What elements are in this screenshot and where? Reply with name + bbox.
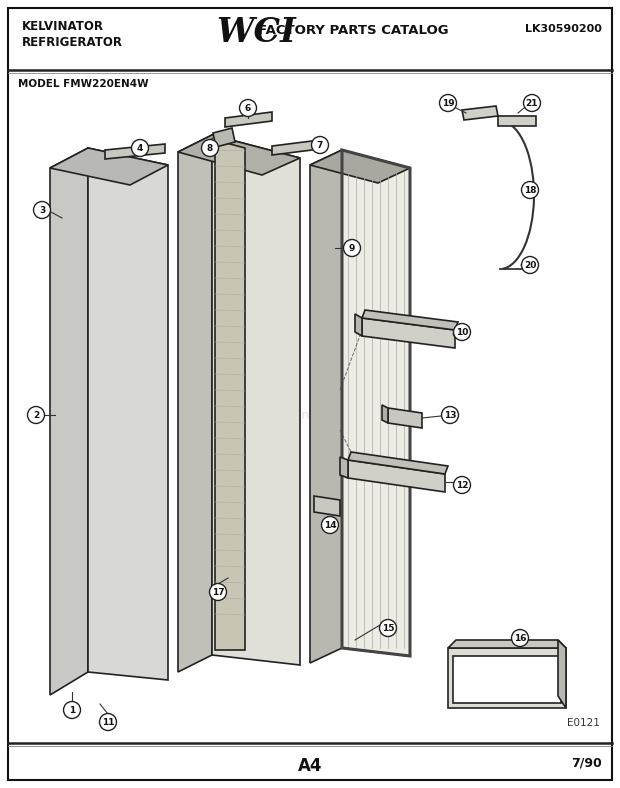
Polygon shape: [362, 318, 455, 348]
Text: REFRIGERATOR: REFRIGERATOR: [22, 36, 123, 49]
Polygon shape: [50, 148, 88, 695]
Polygon shape: [448, 640, 566, 648]
Polygon shape: [558, 640, 566, 708]
Text: 16: 16: [514, 634, 526, 643]
Polygon shape: [213, 128, 235, 147]
Text: 6: 6: [245, 104, 251, 113]
Circle shape: [440, 95, 456, 111]
Text: E0121: E0121: [567, 718, 600, 728]
Polygon shape: [212, 135, 300, 665]
Polygon shape: [355, 314, 362, 336]
Circle shape: [27, 407, 45, 423]
Circle shape: [512, 630, 528, 646]
Text: 1: 1: [69, 706, 75, 715]
Text: 20: 20: [524, 261, 536, 270]
Polygon shape: [340, 457, 348, 478]
Text: 12: 12: [456, 481, 468, 490]
Circle shape: [202, 139, 218, 157]
Text: WCI: WCI: [216, 16, 296, 49]
Text: 7/90: 7/90: [571, 757, 602, 770]
Polygon shape: [50, 148, 168, 185]
Text: 18: 18: [524, 186, 536, 195]
Circle shape: [131, 139, 149, 157]
Text: MODEL FMW220EN4W: MODEL FMW220EN4W: [18, 79, 149, 89]
Text: KELVINATOR: KELVINATOR: [22, 20, 104, 33]
Text: FACTORY PARTS CATALOG: FACTORY PARTS CATALOG: [258, 24, 449, 37]
Circle shape: [63, 701, 81, 719]
Text: 19: 19: [441, 99, 454, 108]
Polygon shape: [448, 648, 566, 708]
Polygon shape: [462, 106, 498, 120]
Polygon shape: [498, 116, 536, 126]
Text: 11: 11: [102, 718, 114, 727]
Text: 21: 21: [526, 99, 538, 108]
Polygon shape: [310, 150, 410, 183]
Circle shape: [379, 619, 397, 637]
Polygon shape: [342, 150, 410, 656]
Polygon shape: [225, 112, 272, 127]
Circle shape: [311, 136, 329, 154]
Text: 3: 3: [39, 206, 45, 215]
Text: 2: 2: [33, 411, 39, 420]
Polygon shape: [272, 140, 320, 155]
Polygon shape: [453, 656, 561, 703]
Circle shape: [453, 477, 471, 493]
Circle shape: [343, 240, 360, 257]
Circle shape: [99, 713, 117, 730]
Circle shape: [322, 516, 339, 533]
Polygon shape: [310, 150, 342, 663]
Polygon shape: [314, 496, 340, 516]
Polygon shape: [88, 148, 168, 680]
Text: LK30590200: LK30590200: [525, 24, 602, 34]
Text: 7: 7: [317, 141, 323, 150]
Polygon shape: [362, 310, 458, 330]
Text: 15: 15: [382, 624, 394, 633]
Text: A4: A4: [298, 757, 322, 775]
Circle shape: [441, 407, 459, 423]
Circle shape: [521, 257, 539, 273]
Text: 9: 9: [349, 244, 355, 253]
Polygon shape: [348, 452, 448, 474]
Polygon shape: [178, 135, 212, 672]
Text: 4: 4: [137, 144, 143, 153]
Polygon shape: [388, 408, 422, 428]
Text: 14: 14: [324, 521, 336, 530]
Polygon shape: [348, 460, 445, 492]
Polygon shape: [382, 405, 388, 423]
Circle shape: [210, 583, 226, 600]
Circle shape: [33, 202, 50, 218]
Text: 13: 13: [444, 411, 456, 420]
Polygon shape: [105, 144, 165, 159]
Text: eReplacementParts.com: eReplacementParts.com: [224, 408, 376, 422]
Polygon shape: [215, 140, 245, 650]
Text: 17: 17: [211, 588, 224, 597]
Circle shape: [453, 324, 471, 340]
Polygon shape: [178, 135, 300, 175]
Text: 8: 8: [207, 144, 213, 153]
Text: 10: 10: [456, 328, 468, 337]
Circle shape: [521, 181, 539, 199]
Circle shape: [239, 99, 257, 117]
Circle shape: [523, 95, 541, 111]
